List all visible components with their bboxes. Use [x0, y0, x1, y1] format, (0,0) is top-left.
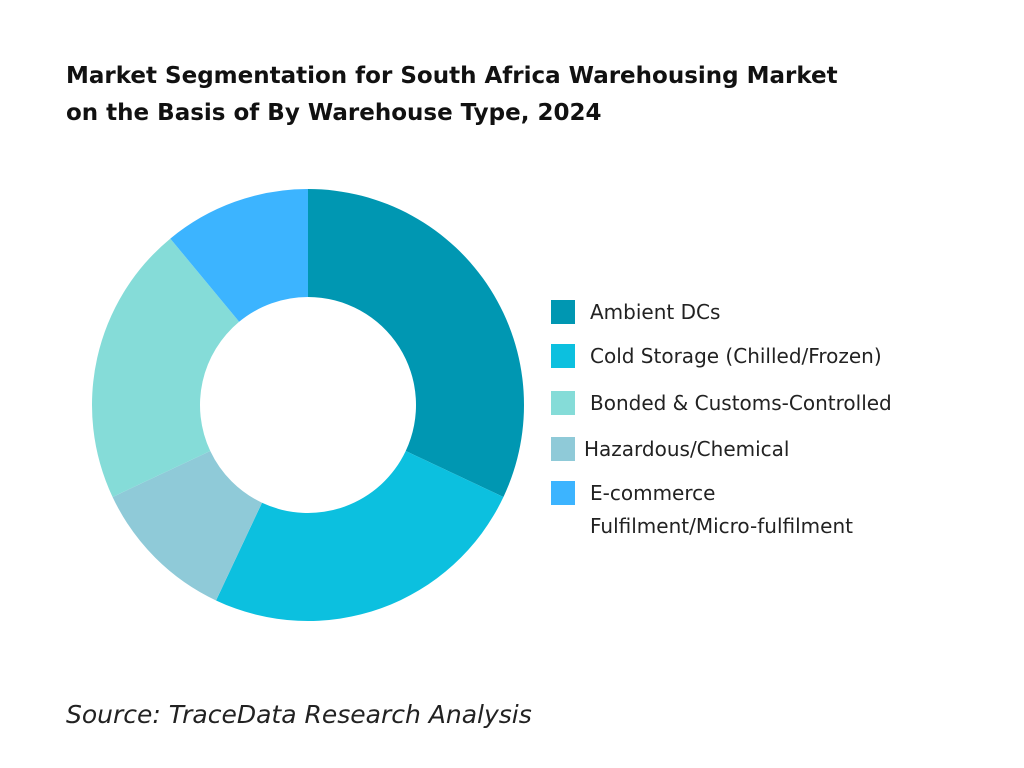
- slice-bonded-customs-controlled: [91, 238, 240, 497]
- slice-e-commerce-fulfilment-micro-fulfilment: [170, 189, 308, 322]
- legend-swatch-e-commerce-fulfilment-micro-fulfilment: [551, 481, 575, 505]
- legend-label-bonded-customs-controlled: Bonded & Customs-Controlled: [590, 391, 892, 415]
- legend-swatch-cold-storage-chilled-frozen: [551, 344, 575, 368]
- slice-cold-storage-chilled-frozen: [216, 450, 504, 621]
- chart-title-line-1: Market Segmentation for South Africa War…: [66, 63, 838, 89]
- legend-label-e-commerce-fulfilment-micro-fulfilment-line-2: Fulfilment/Micro-fulfilment: [590, 514, 853, 538]
- legend-label-ambient-dcs: Ambient DCs: [590, 300, 720, 324]
- donut-slices: [91, 189, 524, 621]
- legend-swatch-ambient-dcs: [551, 300, 575, 324]
- chart-title-line-2: on the Basis of By Warehouse Type, 2024: [66, 100, 602, 126]
- slice-ambient-dcs: [308, 189, 524, 497]
- legend-label-hazardous-chemical: Hazardous/Chemical: [584, 437, 789, 461]
- source-note: Source: TraceData Research Analysis: [66, 700, 532, 729]
- slice-hazardous-chemical: [112, 450, 263, 601]
- legend-label-e-commerce-fulfilment-micro-fulfilment-line-1: E-commerce: [590, 481, 715, 505]
- chart-title: Market Segmentation for South Africa War…: [66, 58, 966, 132]
- legend-swatch-hazardous-chemical: [551, 437, 575, 461]
- chart-legend: Ambient DCs Cold Storage (Chilled/Frozen)…: [551, 300, 892, 538]
- legend-swatch-bonded-customs-controlled: [551, 391, 575, 415]
- legend-label-cold-storage-chilled-frozen: Cold Storage (Chilled/Frozen): [590, 344, 882, 368]
